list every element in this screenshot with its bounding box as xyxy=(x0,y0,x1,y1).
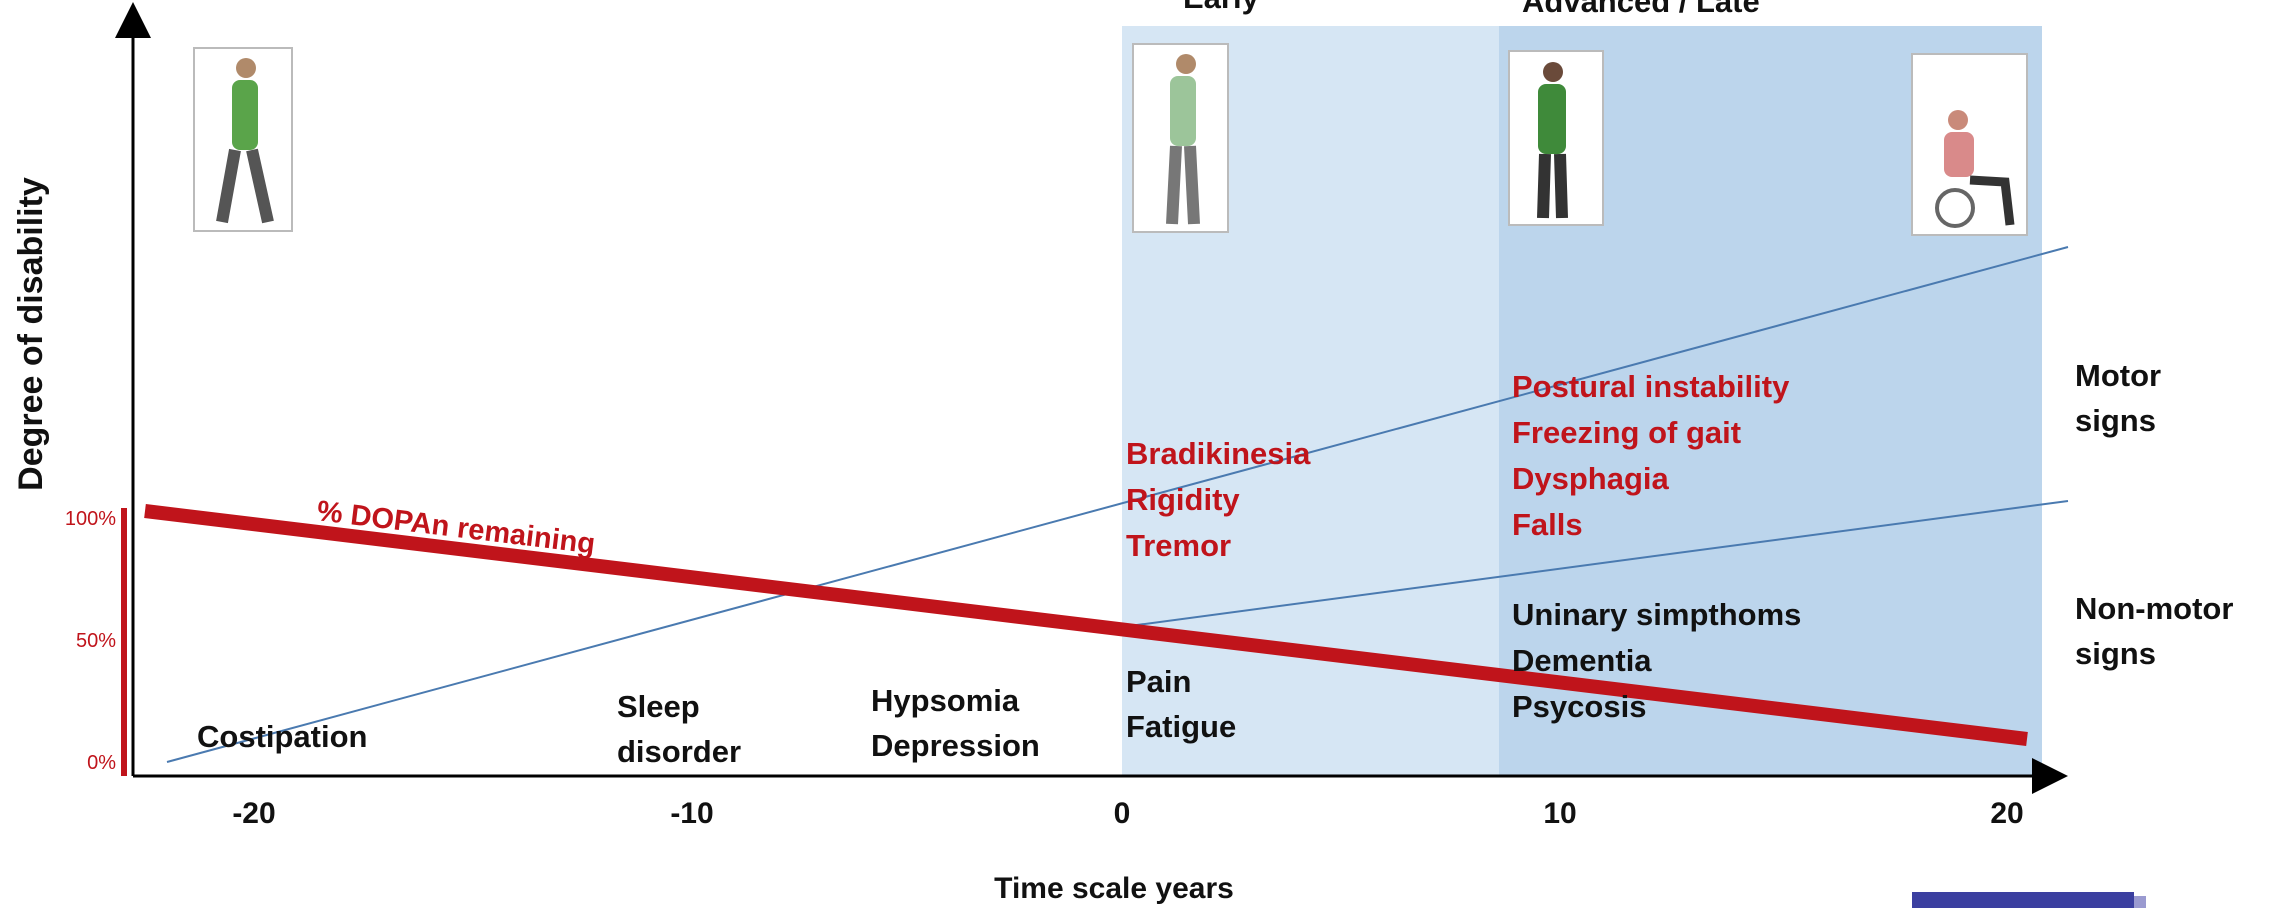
x-tick-label: 10 xyxy=(1543,797,1576,830)
prodromal-symptom: Costipation xyxy=(197,719,368,754)
diagram: Early Advanced / Late Degree of disabili… xyxy=(0,0,2275,908)
x-ticks: -20 -10 0 10 20 xyxy=(232,797,2023,830)
prodromal-symptom: disorder xyxy=(617,734,741,769)
early-motor: Bradikinesia xyxy=(1126,436,1311,471)
curve-label: signs xyxy=(2075,636,2156,671)
x-tick-label: -10 xyxy=(670,797,713,830)
early-motor: Rigidity xyxy=(1126,482,1240,517)
late-nonmotor: Uninary simpthoms xyxy=(1512,597,1801,632)
dopa-tick-label: 50% xyxy=(76,630,116,652)
curve-label: Non-motor xyxy=(2075,591,2233,626)
late-motor: Freezing of gait xyxy=(1512,415,1741,450)
stage-advanced: Advanced / Late xyxy=(1522,0,1760,19)
late-nonmotor: Psycosis xyxy=(1512,689,1646,724)
y-axis-label: Degree of disability xyxy=(12,177,50,491)
x-tick-label: 20 xyxy=(1990,797,2023,830)
early-motor: Tremor xyxy=(1126,528,1231,563)
dopa-scale xyxy=(121,508,127,776)
x-tick-label: -20 xyxy=(232,797,275,830)
early-nonmotor: Pain xyxy=(1126,664,1191,699)
x-axis-label: Time scale years xyxy=(994,872,1234,905)
late-motor: Falls xyxy=(1512,507,1583,542)
dopa-ticks: 100% 50% 0% xyxy=(65,508,116,774)
stage-early: Early xyxy=(1183,0,1260,15)
prodromal-symptom: Hypsomia xyxy=(871,683,1020,718)
prodromal-symptom: Sleep xyxy=(617,689,700,724)
late-motor: Dysphagia xyxy=(1512,461,1670,496)
dopa-tick-label: 100% xyxy=(65,508,116,530)
early-nonmotor: Fatigue xyxy=(1126,709,1236,744)
late-nonmotor: Dementia xyxy=(1512,643,1652,678)
corner-bar xyxy=(1912,892,2134,908)
x-tick-label: 0 xyxy=(1114,797,1131,830)
dopa-tick-label: 0% xyxy=(87,752,116,774)
late-motor: Postural instability xyxy=(1512,369,1790,404)
curve-label: signs xyxy=(2075,403,2156,438)
prodromal-symptom: Depression xyxy=(871,728,1040,763)
curve-label: Motor xyxy=(2075,358,2161,393)
